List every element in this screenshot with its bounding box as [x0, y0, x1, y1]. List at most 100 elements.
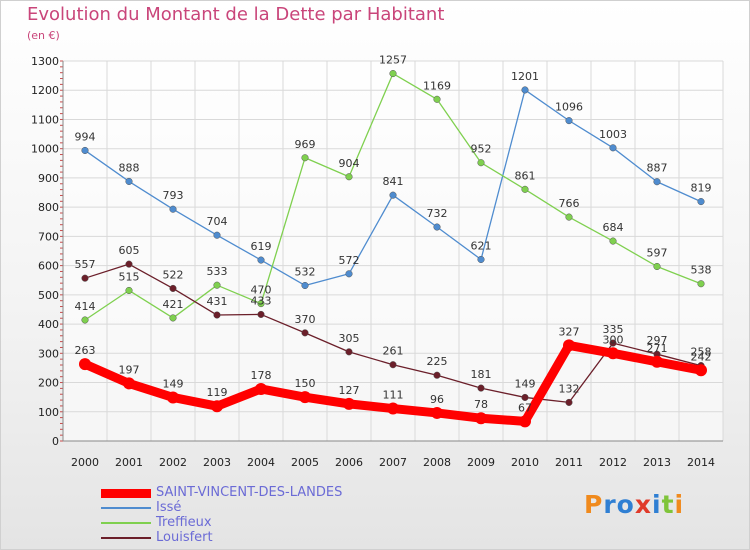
x-tick-label: 2003: [203, 456, 231, 469]
data-label-louisfert: 297: [647, 334, 668, 347]
x-tick-label: 2009: [467, 456, 495, 469]
data-label-louisfert: 433: [251, 294, 272, 307]
data-point-iss-: [301, 281, 309, 290]
data-point-saint-vincent-des-landes: [475, 412, 487, 425]
data-label-treffieux: 414: [75, 300, 96, 313]
data-point-iss-: [433, 223, 441, 231]
x-tick-label: 2013: [643, 456, 671, 469]
logo-letter: o: [616, 490, 635, 519]
y-tick-label: 200: [38, 377, 59, 390]
data-point-louisfert: [169, 284, 177, 292]
legend-label-treffieux: Treffieux: [156, 515, 212, 530]
data-point-treffieux: [169, 314, 177, 322]
y-tick-label: 1000: [31, 143, 59, 156]
proxiti-logo: Proxiti: [584, 490, 684, 519]
data-point-saint-vincent-des-landes: [211, 400, 223, 413]
data-point-treffieux: [609, 237, 617, 245]
data-point-saint-vincent-des-landes: [255, 382, 267, 395]
legend-swatch-saint-vincent: [101, 489, 151, 498]
data-point-louisfert: [301, 329, 309, 337]
legend-label-isse: Issé: [156, 500, 182, 515]
data-point-treffieux: [433, 95, 441, 103]
data-label-iss-: 819: [691, 182, 712, 195]
data-label-treffieux: 515: [119, 270, 140, 283]
data-point-treffieux: [125, 286, 133, 295]
x-tick-label: 2008: [423, 456, 451, 469]
data-label-iss-: 1003: [599, 128, 627, 141]
data-point-iss-: [653, 178, 661, 186]
data-label-iss-: 994: [75, 130, 96, 143]
data-label-iss-: 704: [207, 215, 228, 228]
data-point-iss-: [257, 256, 265, 264]
y-tick-label: 400: [38, 318, 59, 331]
y-tick-label: 600: [38, 260, 59, 273]
data-label-treffieux: 766: [559, 197, 580, 210]
logo-letter: r: [603, 490, 617, 519]
data-label-saint-vincent-des-landes: 149: [163, 377, 184, 390]
data-label-treffieux: 421: [163, 298, 184, 311]
data-label-saint-vincent-des-landes: 67: [518, 401, 532, 414]
data-point-treffieux: [301, 154, 309, 162]
data-label-treffieux: 861: [515, 169, 536, 182]
data-point-iss-: [521, 86, 529, 94]
data-label-saint-vincent-des-landes: 242: [691, 350, 712, 363]
data-point-iss-: [169, 205, 177, 213]
x-tick-label: 2006: [335, 456, 363, 469]
data-point-iss-: [477, 255, 485, 264]
data-label-louisfert: 557: [75, 258, 96, 271]
logo-letter: P: [584, 490, 604, 519]
data-point-treffieux: [213, 281, 221, 289]
y-tick-label: 800: [38, 201, 59, 214]
data-point-treffieux: [565, 213, 573, 221]
y-tick-label: 900: [38, 172, 59, 185]
x-tick-label: 2002: [159, 456, 187, 469]
data-point-treffieux: [477, 159, 485, 167]
data-label-louisfert: 305: [339, 332, 360, 345]
data-point-treffieux: [521, 185, 529, 193]
y-tick-label: 700: [38, 230, 59, 243]
y-tick-label: 300: [38, 347, 59, 360]
data-point-iss-: [81, 146, 89, 154]
data-point-louisfert: [125, 260, 133, 268]
data-label-louisfert: 605: [119, 244, 140, 257]
data-point-iss-: [389, 191, 397, 199]
data-point-louisfert: [345, 348, 353, 356]
logo-letter: i: [652, 490, 662, 519]
data-label-treffieux: 533: [207, 265, 228, 278]
data-point-iss-: [125, 177, 133, 185]
data-point-treffieux: [257, 300, 265, 308]
data-point-saint-vincent-des-landes: [123, 377, 135, 390]
data-label-iss-: 1096: [555, 101, 583, 114]
legend-label-saint-vincent: SAINT-VINCENT-DES-LANDES: [156, 485, 343, 500]
data-point-louisfert: [433, 371, 441, 379]
x-tick-label: 2004: [247, 456, 275, 469]
data-point-treffieux: [389, 70, 397, 78]
legend-swatch-louisfert: [101, 537, 151, 539]
data-label-saint-vincent-des-landes: 178: [251, 369, 272, 382]
chart-title: Evolution du Montant de la Dette par Hab…: [27, 4, 445, 25]
data-label-louisfert: 181: [471, 368, 492, 381]
data-point-treffieux: [81, 316, 89, 324]
data-point-louisfert: [81, 274, 89, 282]
data-point-louisfert: [257, 310, 265, 318]
data-label-iss-: 887: [647, 162, 668, 175]
data-point-saint-vincent-des-landes: [519, 415, 531, 428]
data-label-iss-: 1201: [511, 70, 539, 83]
data-label-saint-vincent-des-landes: 78: [474, 398, 488, 411]
data-label-saint-vincent-des-landes: 263: [75, 344, 96, 357]
data-label-saint-vincent-des-landes: 300: [603, 333, 624, 346]
logo-letter: x: [634, 490, 652, 519]
plot-area: [63, 61, 723, 441]
x-tick-label: 2012: [599, 456, 627, 469]
data-point-saint-vincent-des-landes: [299, 391, 311, 404]
data-label-louisfert: 261: [383, 345, 404, 358]
data-label-treffieux: 684: [603, 221, 624, 234]
data-point-saint-vincent-des-landes: [651, 355, 663, 368]
data-label-treffieux: 538: [691, 264, 712, 277]
data-point-treffieux: [345, 173, 353, 181]
data-label-saint-vincent-des-landes: 127: [339, 384, 360, 397]
y-tick-label: 0: [52, 435, 59, 448]
x-tick-label: 2010: [511, 456, 539, 469]
y-tick-label: 1300: [31, 55, 59, 68]
